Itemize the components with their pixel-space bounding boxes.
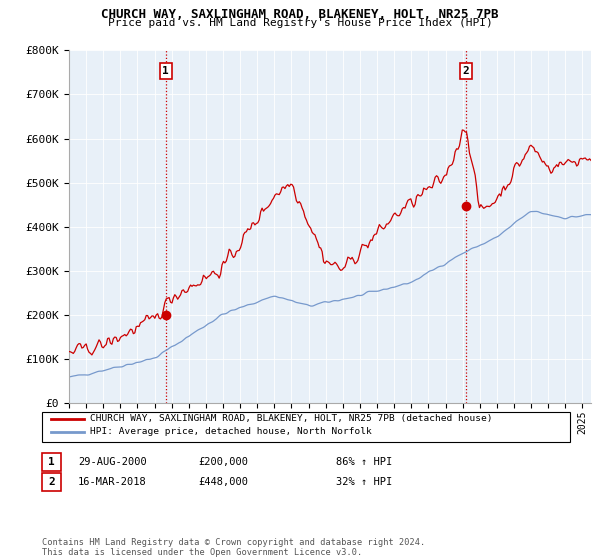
Text: 86% ↑ HPI: 86% ↑ HPI — [336, 457, 392, 467]
Text: CHURCH WAY, SAXLINGHAM ROAD, BLAKENEY, HOLT, NR25 7PB: CHURCH WAY, SAXLINGHAM ROAD, BLAKENEY, H… — [101, 8, 499, 21]
Text: 2: 2 — [463, 66, 470, 76]
Text: HPI: Average price, detached house, North Norfolk: HPI: Average price, detached house, Nort… — [90, 427, 372, 436]
Text: Price paid vs. HM Land Registry's House Price Index (HPI): Price paid vs. HM Land Registry's House … — [107, 18, 493, 29]
Text: Contains HM Land Registry data © Crown copyright and database right 2024.
This d: Contains HM Land Registry data © Crown c… — [42, 538, 425, 557]
Text: 29-AUG-2000: 29-AUG-2000 — [78, 457, 147, 467]
Text: £200,000: £200,000 — [198, 457, 248, 467]
Text: 1: 1 — [48, 457, 55, 467]
Text: 1: 1 — [163, 66, 169, 76]
Text: £448,000: £448,000 — [198, 477, 248, 487]
Text: 2: 2 — [48, 477, 55, 487]
Text: 16-MAR-2018: 16-MAR-2018 — [78, 477, 147, 487]
Text: 32% ↑ HPI: 32% ↑ HPI — [336, 477, 392, 487]
Text: CHURCH WAY, SAXLINGHAM ROAD, BLAKENEY, HOLT, NR25 7PB (detached house): CHURCH WAY, SAXLINGHAM ROAD, BLAKENEY, H… — [90, 414, 493, 423]
